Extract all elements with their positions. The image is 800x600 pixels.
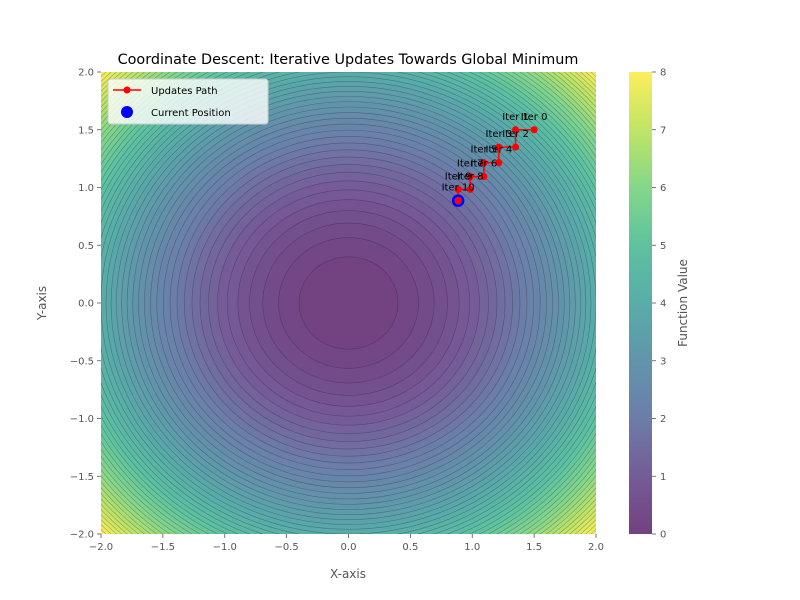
colorbar-tick-label: 4 [660, 299, 666, 310]
iteration-label: Iter 8 [457, 171, 484, 182]
iteration-label: Iter 0 [521, 112, 548, 123]
path-point [466, 173, 474, 181]
contour-line [191, 156, 506, 450]
contour-line [226, 189, 471, 417]
plot-area [101, 72, 596, 534]
x-tick-label: 0.0 [341, 542, 357, 553]
contour-line [184, 149, 513, 457]
legend-box [107, 78, 269, 125]
contour-line [249, 210, 448, 396]
iteration-label: Iter 1 [502, 112, 529, 123]
iteration-label: Iter 3 [486, 129, 513, 140]
iteration-label: Iter 9 [445, 171, 472, 182]
iteration-label: Iter 2 [502, 129, 529, 140]
x-tick-label: 1.0 [464, 542, 480, 553]
contour-line [110, 81, 587, 525]
path-point [530, 126, 538, 134]
colorbar-label: Function Value [676, 259, 690, 347]
contour-band [299, 256, 398, 350]
path-point [512, 126, 520, 134]
contour-line [262, 222, 435, 384]
contour-line [278, 237, 419, 369]
contour-line [144, 112, 553, 494]
y-axis: −2.0 −1.5 −1.0 −0.5 0.0 0.5 1.0 1.5 2.0 [70, 68, 101, 541]
path-point [495, 159, 503, 167]
legend-label-current-position: Current Position [151, 108, 231, 119]
contour-line [116, 86, 581, 520]
iteration-label: Iter 10 [442, 183, 475, 194]
contour-line [156, 123, 541, 483]
y-tick-label: 2.0 [78, 68, 94, 79]
y-tick-label: 0.5 [78, 241, 94, 252]
contour-line [217, 180, 480, 426]
x-axis: −2.0 −1.5 −1.0 −0.5 0.0 0.5 1.0 1.5 2.0 [89, 534, 604, 553]
y-tick-label: −1.5 [70, 472, 94, 483]
colorbar-ticks: 0 1 2 3 4 5 6 7 8 [652, 68, 666, 541]
path-point [495, 143, 503, 151]
contour-line [150, 117, 547, 489]
colorbar-gradient [629, 72, 652, 534]
legend-path-marker [123, 86, 131, 94]
legend-current-marker [121, 106, 133, 118]
y-tick-label: 1.0 [78, 183, 94, 194]
legend: Updates Path Current Position [107, 78, 269, 125]
colorbar: 0 1 2 3 4 5 6 7 8 Function Value [629, 68, 690, 541]
contour-line [208, 172, 489, 434]
colorbar-tick-label: 5 [660, 241, 666, 252]
y-tick-label: −0.5 [70, 356, 94, 367]
path-point [454, 197, 462, 205]
x-tick-label: −0.5 [274, 542, 298, 553]
colorbar-tick-label: 7 [660, 125, 666, 136]
iteration-label: Iter 7 [457, 159, 484, 170]
colorbar-tick-label: 0 [660, 530, 666, 541]
colorbar-tick-label: 2 [660, 414, 666, 425]
colorbar-tick-label: 6 [660, 183, 666, 194]
current-position-marker [451, 194, 465, 207]
contour-lines [101, 72, 596, 534]
y-tick-label: 1.5 [78, 125, 94, 136]
path-point [512, 143, 520, 151]
x-tick-label: −1.5 [151, 542, 175, 553]
y-axis-label: Y-axis [35, 286, 49, 321]
contour-line [298, 256, 399, 350]
legend-label-updates-path: Updates Path [151, 86, 218, 97]
chart-title: Coordinate Descent: Iterative Updates To… [118, 52, 579, 68]
y-tick-label: −1.0 [70, 414, 94, 425]
contour-line [121, 90, 576, 516]
contour-line [237, 199, 460, 407]
contour-line [105, 76, 592, 530]
x-tick-label: 0.5 [402, 542, 418, 553]
colorbar-tick-label: 8 [660, 68, 666, 79]
iteration-label: Iter 5 [471, 145, 498, 156]
iteration-label: Iter 4 [486, 145, 513, 156]
y-tick-label: −2.0 [70, 530, 94, 541]
y-tick-label: 0.0 [78, 299, 94, 310]
contour-line [169, 136, 528, 470]
path-point [466, 185, 474, 193]
contour-line [138, 106, 559, 500]
colorbar-tick-label: 3 [660, 356, 666, 367]
iteration-label: Iter 6 [471, 159, 498, 170]
x-axis-label: X-axis [330, 567, 366, 581]
x-tick-label: −2.0 [89, 542, 113, 553]
x-tick-label: 2.0 [588, 542, 604, 553]
updates-path [451, 126, 538, 207]
contour-line [199, 164, 498, 442]
contour-line [176, 142, 521, 464]
path-point [480, 173, 488, 181]
contour-line [126, 96, 571, 510]
x-tick-label: −1.0 [213, 542, 237, 553]
contour-line [162, 129, 535, 477]
contour-line [132, 101, 565, 505]
path-point [454, 185, 462, 193]
path-point [480, 159, 488, 167]
colorbar-tick-label: 1 [660, 472, 666, 483]
x-tick-label: 1.5 [526, 542, 542, 553]
contour-fill [101, 72, 596, 534]
